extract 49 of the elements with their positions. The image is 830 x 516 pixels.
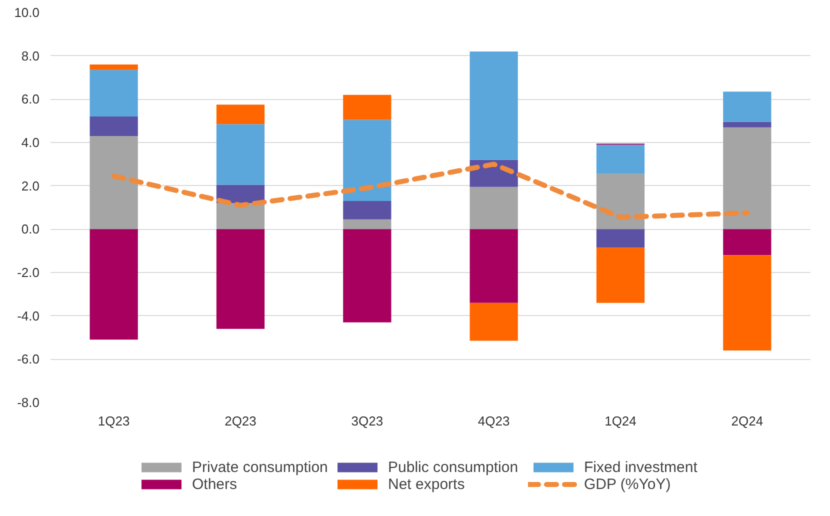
x-tick-label: 2Q24 — [731, 414, 764, 428]
bar — [470, 52, 518, 160]
y-tick-label: 4.0 — [21, 135, 40, 150]
y-tick-label: -8.0 — [17, 395, 40, 410]
bar — [470, 186, 518, 230]
bar — [216, 124, 265, 185]
bar — [90, 136, 138, 230]
bar — [596, 144, 645, 174]
bar — [343, 120, 392, 201]
bar — [470, 302, 518, 341]
legend-label: Fixed investment — [584, 458, 698, 476]
bar — [90, 229, 138, 340]
bar — [343, 94, 392, 120]
legend-label: GDP (%YoY) — [584, 476, 672, 492]
x-tick-label: 3Q23 — [351, 414, 384, 428]
y-tick-label: 10.0 — [14, 5, 40, 20]
y-tick-label: 0.0 — [21, 222, 40, 237]
bar — [216, 203, 265, 230]
bar — [596, 248, 645, 303]
y-tick-label: 2.0 — [21, 178, 40, 194]
bar — [90, 64, 138, 70]
legend-label: Others — [192, 476, 238, 492]
bar — [343, 229, 392, 322]
bar — [343, 201, 392, 220]
bar — [90, 116, 138, 136]
y-tick-label: -6.0 — [17, 352, 40, 367]
legend-label: Net exports — [388, 476, 466, 492]
bar — [216, 229, 265, 329]
bar — [723, 229, 772, 256]
bar — [470, 229, 518, 303]
bar — [596, 229, 645, 248]
bar — [216, 104, 265, 124]
x-tick-label: 2Q23 — [224, 414, 256, 428]
bar — [723, 122, 772, 128]
y-tick-label: 8.0 — [21, 48, 40, 64]
y-tick-label: 6.0 — [21, 92, 40, 107]
bar — [343, 219, 392, 230]
legend-label: Public consumption — [388, 458, 520, 476]
legend-label: Private consumption — [192, 458, 329, 476]
y-tick-label: -4.0 — [17, 308, 40, 324]
bar — [723, 92, 772, 122]
bar — [596, 174, 645, 230]
x-tick-label: 1Q23 — [98, 414, 130, 428]
bar — [723, 255, 772, 350]
x-tick-label: 4Q23 — [478, 414, 510, 428]
bar — [723, 127, 772, 230]
y-tick-label: -2.0 — [17, 265, 40, 280]
x-tick-label: 1Q24 — [604, 414, 636, 428]
bar — [90, 70, 138, 116]
